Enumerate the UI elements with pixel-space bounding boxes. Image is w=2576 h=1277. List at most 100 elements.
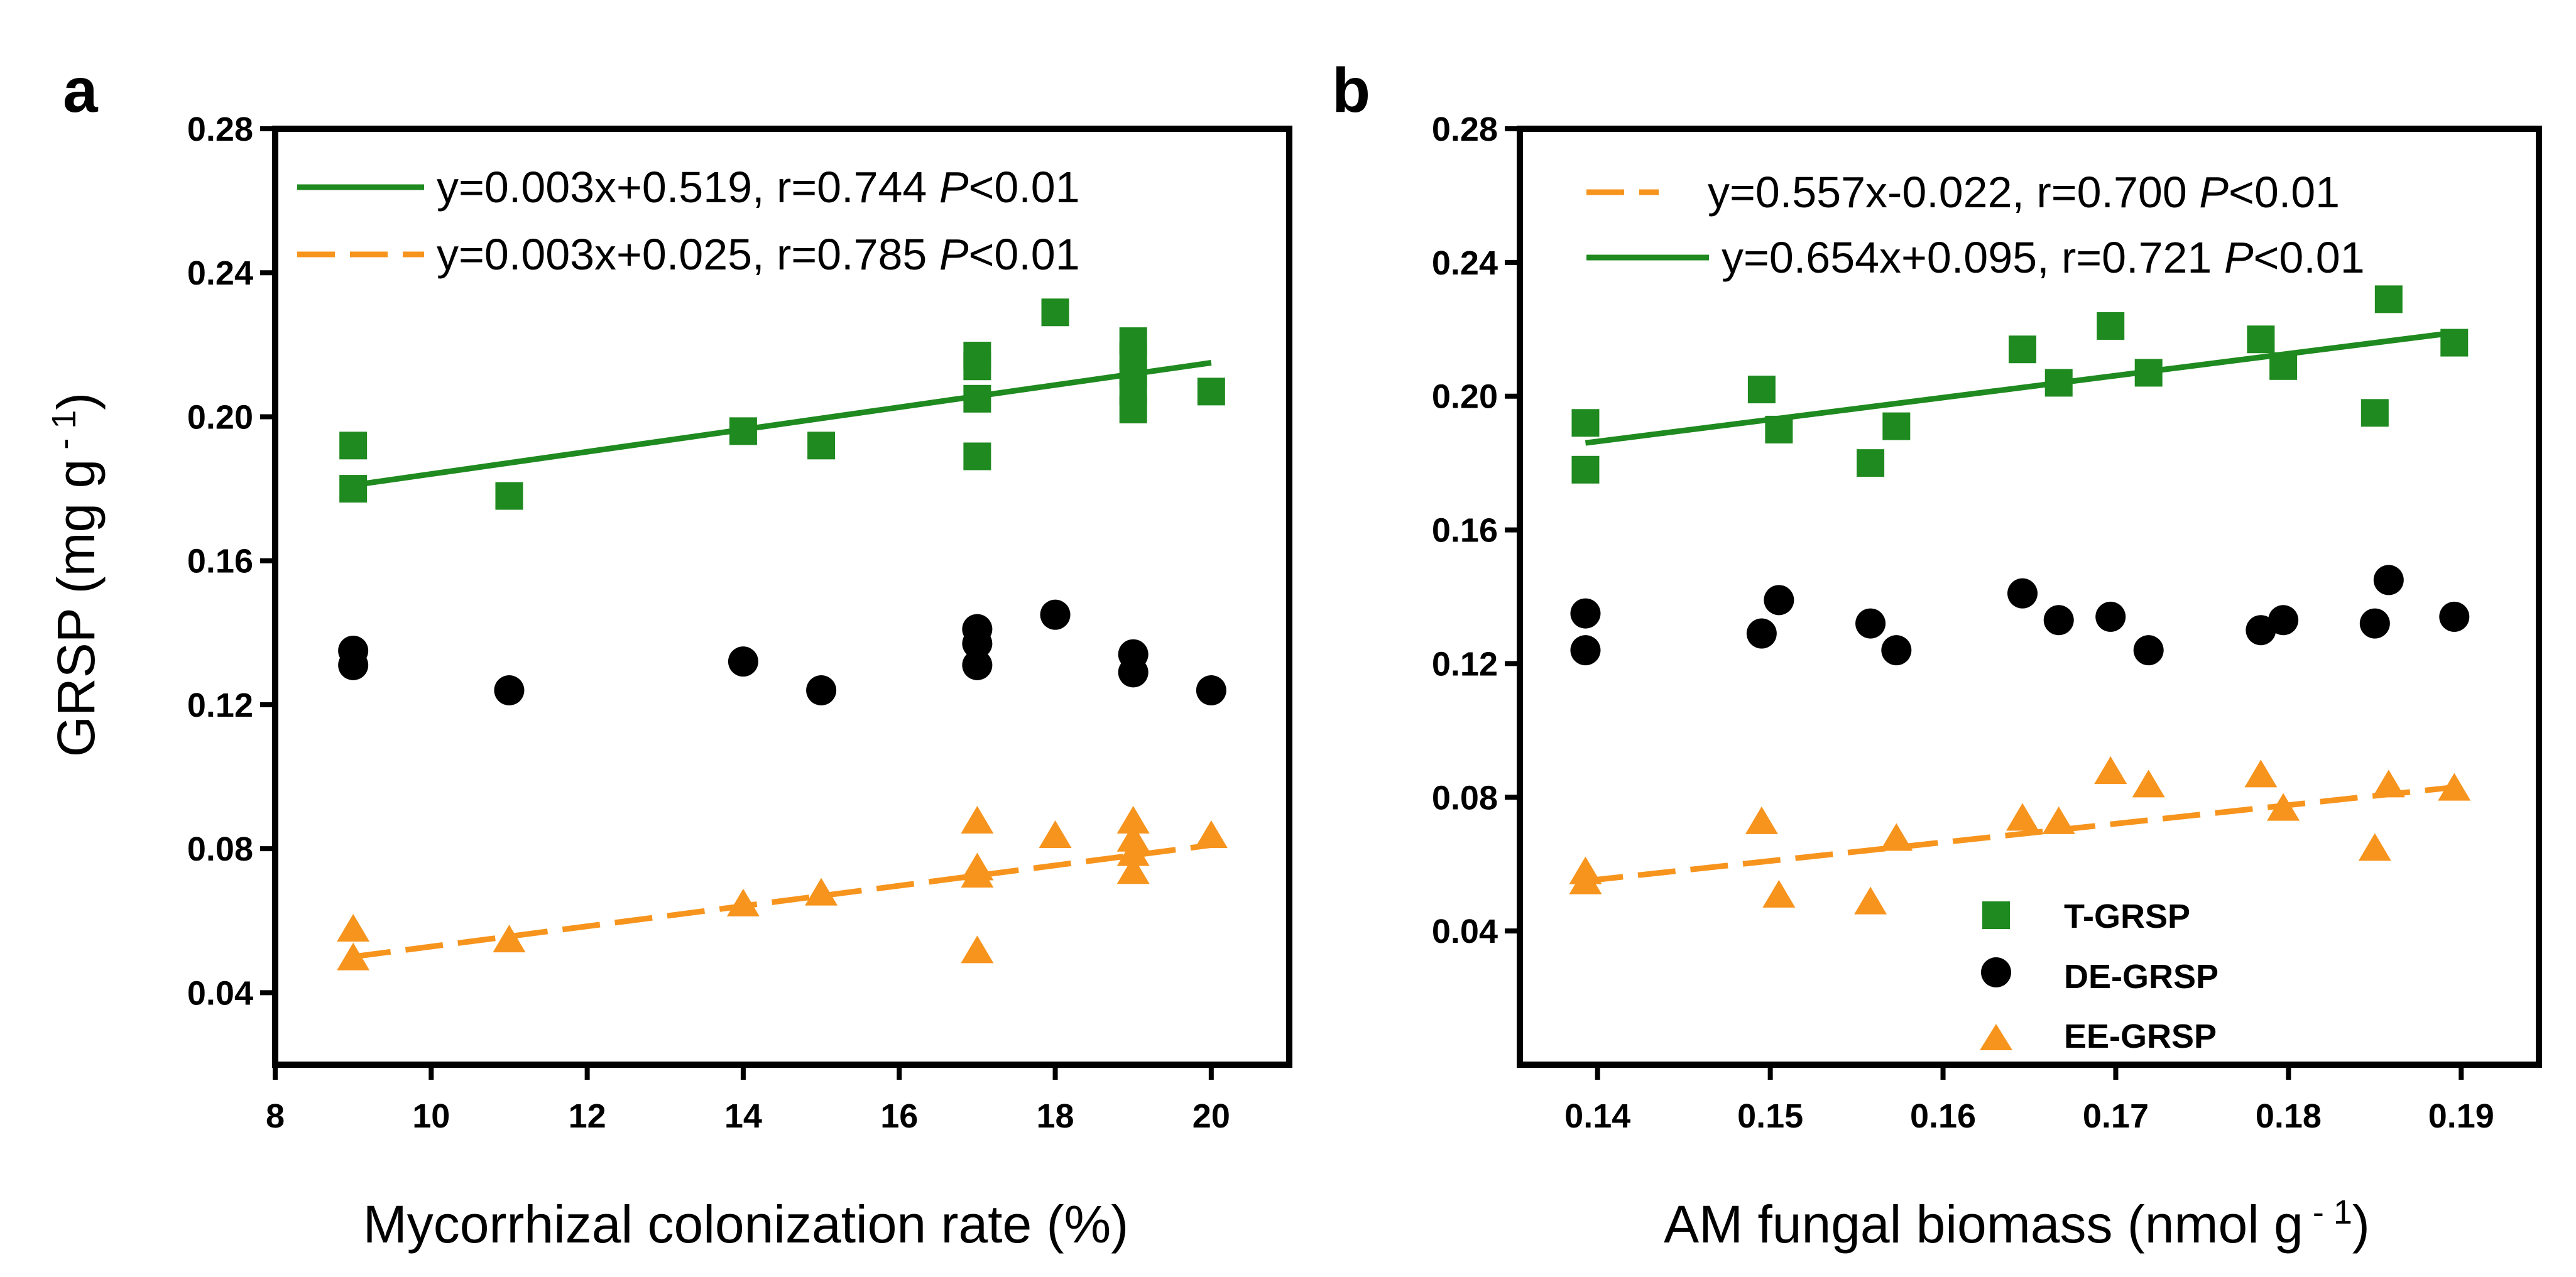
legend-label-t-grsp: T-GRSP [2064,898,2190,935]
data-point-de-grsp [2373,565,2404,595]
data-point-de-grsp [962,649,993,680]
data-point-t-grsp [2134,359,2163,387]
data-point-de-grsp [1570,598,1601,629]
panel-a-plot: 8 10 12 14 16 18 20 0.04 0.08 0.12 0.16 0.20 0.24 0.2… [187,111,1292,1135]
data-point-ee-grsp [1762,879,1796,908]
data-point-ee-grsp [961,935,994,964]
data-point-de-grsp [1118,657,1149,688]
data-point-ee-grsp [2132,769,2165,798]
data-point-de-grsp [338,649,369,680]
data-point-ee-grsp [2006,803,2039,831]
data-point-ee-grsp [1116,823,1150,852]
data-point-t-grsp [2044,369,2073,397]
y-tick-label: 0.04 [1432,913,1498,950]
data-point-de-grsp [2439,601,2470,632]
data-point-ee-grsp [1880,823,1913,851]
data-point-de-grsp [2359,608,2390,639]
data-point-t-grsp [1041,298,1069,327]
data-point-t-grsp [1571,455,1600,484]
y-tick-label: 0.20 [1432,378,1498,416]
y-tick-label: 0.28 [187,111,253,148]
y-tick-label: 0.12 [187,687,253,724]
data-point-de-grsp [962,628,993,659]
panel-a-equation-t-grsp: y=0.003x+0.519, r=0.744 P<0.01 [437,163,1080,212]
y-tick-label: 0.24 [1432,244,1498,282]
panel-b-letter: b [1332,55,1370,126]
panel-b-equation-ee-grsp: y=0.557x-0.022, r=0.700 P<0.01 [1708,168,2340,217]
y-tick-label: 0.20 [187,398,253,436]
panel-b-equation-t-grsp: y=0.654x+0.095, r=0.721 P<0.01 [1722,233,2365,282]
data-point-t-grsp [1765,415,1793,443]
panel-a-ticks: 8 10 12 14 16 18 20 0.04 0.08 0.12 0.16 0.20 0.24 0.2… [187,111,1230,1135]
panel-a-marks [337,298,1228,970]
x-tick-label: 0.16 [1910,1097,1976,1135]
series-legend: T-GRSP DE-GRSP EE-GRSP [1980,898,2219,1055]
data-point-ee-grsp [1194,820,1228,848]
data-point-t-grsp [495,482,523,510]
data-point-ee-grsp [961,806,994,834]
data-point-t-grsp [1747,376,1776,404]
fit-line-ee-grsp [352,842,1212,960]
data-point-t-grsp [2374,285,2403,313]
data-point-ee-grsp [2244,759,2278,788]
data-point-ee-grsp [1116,806,1150,834]
data-point-t-grsp [2269,352,2298,380]
data-point-ee-grsp [961,860,994,888]
data-point-de-grsp [1881,635,1912,666]
data-point-t-grsp [963,384,991,413]
x-tick-label: 20 [1192,1097,1230,1135]
data-point-de-grsp [1570,635,1601,666]
panel-a-equation-ee-grsp: y=0.003x+0.025, r=0.785 P<0.01 [437,230,1080,279]
data-point-de-grsp [806,675,837,705]
legend-label-ee-grsp: EE-GRSP [2064,1018,2217,1055]
data-point-t-grsp [2097,312,2125,340]
data-point-ee-grsp [1745,806,1778,834]
data-point-t-grsp [1197,378,1225,406]
panel-a-x-axis-title: Mycorrhizal colonization rate (%) [363,1195,1128,1254]
data-point-ee-grsp [1116,838,1150,866]
x-tick-label: 0.19 [2428,1097,2494,1135]
x-tick-label: 10 [412,1097,450,1135]
x-tick-label: 0.17 [2083,1097,2149,1135]
data-point-ee-grsp [337,913,370,942]
data-point-ee-grsp [2372,769,2405,798]
fit-line-ee-grsp [1585,784,2455,884]
y-tick-label: 0.16 [187,543,253,580]
y-tick-label: 0.08 [1432,779,1498,817]
panel-a-letter: a [63,55,99,126]
data-point-de-grsp [2133,635,2164,666]
data-point-t-grsp [2247,325,2275,354]
data-point-de-grsp [2007,578,2038,609]
data-point-ee-grsp [2267,793,2300,821]
data-point-de-grsp [1040,599,1071,630]
x-tick-label: 18 [1036,1097,1074,1135]
data-point-de-grsp [1746,618,1777,649]
x-tick-label: 16 [880,1097,918,1135]
data-point-t-grsp [2440,329,2469,357]
data-point-ee-grsp [726,888,760,916]
panel-b-plot: 0.14 0.15 0.16 0.17 0.18 0.19 0.04 0.08 0.12 0.16… [1432,111,2542,1135]
data-point-de-grsp [2095,601,2126,632]
data-point-t-grsp [1882,412,1911,440]
data-point-t-grsp [963,352,991,381]
y-tick-label: 0.16 [1432,512,1498,550]
fit-line-t-grsp [352,360,1212,488]
data-point-ee-grsp [493,925,526,953]
data-point-de-grsp [2043,605,2074,636]
data-point-ee-grsp [1116,856,1150,884]
data-point-ee-grsp [805,878,838,906]
x-tick-label: 14 [724,1097,762,1135]
x-tick-label: 0.15 [1737,1097,1803,1135]
data-point-de-grsp [1764,585,1794,616]
panel-a-frame [272,126,1292,1068]
fit-line-t-grsp [1585,330,2455,446]
legend-square-marker [1982,901,2010,929]
y-tick-label: 0.12 [1432,645,1498,683]
data-point-ee-grsp [1039,820,1072,848]
data-point-t-grsp [2009,335,2037,364]
panel-b-marks [1569,285,2471,915]
data-point-t-grsp [1119,396,1147,423]
y-tick-label: 0.24 [187,254,253,292]
x-tick-label: 12 [569,1097,606,1135]
